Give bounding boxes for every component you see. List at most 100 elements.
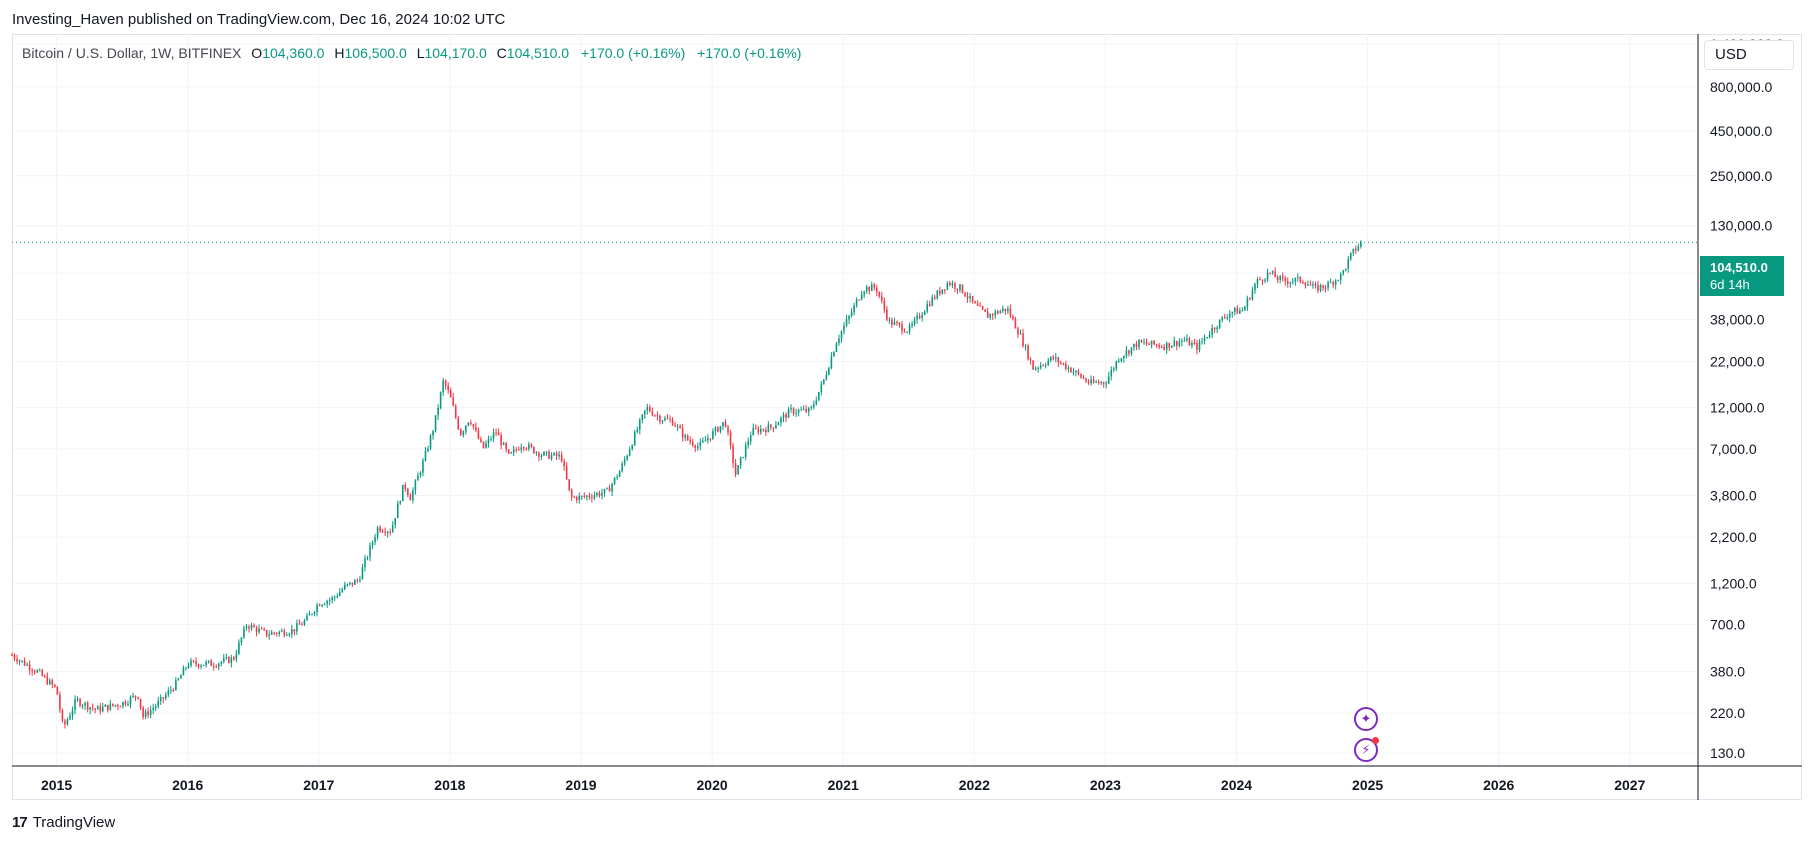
candle-body: [1145, 342, 1148, 344]
candle-body: [346, 583, 349, 585]
price-axis: 1,400,000.0800,000.0450,000.0250,000.013…: [1710, 36, 1784, 761]
candle-body: [477, 430, 480, 439]
candle-body: [195, 661, 197, 665]
candle-body: [1138, 339, 1140, 348]
candle-body: [893, 321, 896, 325]
candle-body: [671, 419, 674, 426]
candle-body: [1317, 284, 1319, 291]
notification-dot: [1372, 737, 1379, 744]
candle-body: [1024, 345, 1027, 347]
candle-body: [1322, 285, 1324, 288]
candle-body: [291, 629, 293, 634]
candle-body: [881, 296, 883, 301]
candle-body: [1067, 367, 1070, 369]
candle-body: [1319, 285, 1322, 291]
candle-body: [674, 425, 676, 427]
candle-body: [414, 480, 417, 491]
candle-body: [760, 428, 762, 433]
candle-body: [114, 705, 117, 707]
candle-body: [800, 409, 802, 411]
candle-body: [1125, 350, 1128, 357]
candle-body: [1347, 258, 1350, 269]
candle-body: [280, 630, 283, 632]
candle-body: [664, 418, 666, 421]
candle-body: [1032, 360, 1034, 370]
candle-body: [321, 604, 323, 606]
candle-body: [364, 558, 366, 568]
candle-body: [989, 314, 992, 318]
candle-body: [328, 599, 331, 602]
candle-body: [1342, 270, 1345, 274]
candle-body: [1261, 279, 1264, 281]
candle-body: [18, 660, 21, 662]
tradingview-logo[interactable]: 17 TradingView: [12, 814, 115, 831]
candle-body: [1355, 248, 1357, 251]
candle-body: [908, 325, 911, 332]
candle-body: [1241, 310, 1244, 312]
candle-body: [202, 664, 205, 666]
candle-body: [1004, 308, 1007, 311]
candle-body: [1087, 381, 1090, 384]
candle-body: [119, 706, 122, 708]
candle-body: [765, 429, 767, 433]
candle-body: [1100, 382, 1102, 384]
candle-body: [1352, 248, 1355, 254]
candle-body: [916, 315, 918, 320]
candle-body: [374, 537, 376, 543]
candle-body: [570, 489, 573, 497]
candle-body: [603, 488, 606, 493]
candle-body: [144, 711, 147, 718]
candle-body: [1236, 308, 1239, 314]
candle-body: [361, 567, 364, 580]
candle-body: [107, 704, 109, 711]
candle-body: [1022, 333, 1024, 347]
candle-body: [820, 383, 823, 392]
candle-body: [306, 615, 308, 621]
candle-body: [207, 660, 210, 662]
candle-body: [770, 424, 772, 428]
candle-body: [752, 427, 755, 436]
candle-body: [157, 701, 160, 707]
candle-body: [480, 438, 482, 442]
time-axis: 2015 2016 2017 2018 2019 2020 2021 2022 2023 2024…: [41, 777, 1646, 793]
candle-body: [944, 289, 946, 291]
candle-body: [659, 416, 661, 422]
candle-body: [1092, 379, 1095, 383]
candle-body: [533, 446, 535, 454]
candle-body: [13, 655, 16, 659]
candle-body: [248, 626, 250, 629]
candle-body: [495, 432, 497, 434]
candle-body: [341, 589, 344, 592]
price-tick-label: 22,000.0: [1710, 353, 1765, 369]
candle-body: [1105, 383, 1108, 385]
sparkle-icon[interactable]: ✦: [1354, 707, 1378, 731]
candle-body: [419, 472, 422, 476]
candle-body: [888, 319, 891, 321]
candle-body: [606, 488, 608, 490]
candle-body: [838, 338, 840, 344]
lightning-icon[interactable]: ⚡: [1354, 737, 1379, 762]
symbol-legend[interactable]: Bitcoin / U.S. Dollar, 1W, BITFINEX O104…: [22, 45, 801, 61]
candle-body: [185, 667, 187, 669]
candle-body: [21, 660, 23, 662]
candle-body: [434, 415, 437, 432]
currency-button[interactable]: USD: [1704, 40, 1794, 70]
candle-body: [850, 312, 853, 316]
candle-body: [137, 697, 139, 699]
candle-body: [568, 479, 570, 490]
candle-body: [669, 419, 671, 421]
candle-body: [265, 629, 268, 636]
candle-body: [1339, 273, 1342, 281]
candle-body: [1150, 340, 1153, 345]
candle-body: [780, 417, 782, 423]
candle-body: [69, 715, 71, 720]
candle-body: [580, 495, 583, 497]
candle-body: [255, 627, 258, 633]
candle-body: [1107, 376, 1110, 384]
candle-body: [575, 496, 578, 501]
candle-body: [26, 664, 28, 666]
candle-body: [149, 709, 152, 716]
candle-body: [192, 660, 195, 662]
symbol-name[interactable]: Bitcoin / U.S. Dollar, 1W, BITFINEX: [22, 45, 242, 61]
